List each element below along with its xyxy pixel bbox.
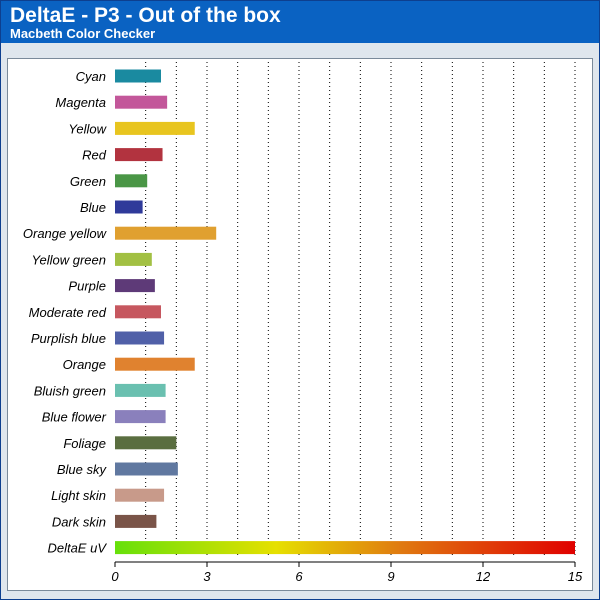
category-labels: Cyan Magenta Yellow Red Green Blue Orange yell… — [23, 69, 108, 556]
bar-foliage — [115, 436, 177, 450]
x-tick-label: 9 — [387, 569, 394, 584]
category-label: Bluish green — [34, 383, 106, 398]
bar-purplish-blue — [115, 331, 165, 345]
category-label: Foliage — [63, 436, 106, 451]
bar-blue-flower — [115, 410, 166, 424]
x-tick-label: 3 — [203, 569, 211, 584]
bar-yellow-green — [115, 252, 152, 266]
bar-cyan — [115, 69, 161, 83]
bar-orange — [115, 357, 195, 371]
category-label: Purple — [68, 279, 106, 294]
bars — [115, 69, 575, 555]
bar-red — [115, 148, 163, 162]
bar-blue — [115, 200, 143, 214]
category-label: Green — [70, 174, 106, 189]
x-tick-label: 0 — [111, 569, 119, 584]
chart-title: DeltaE - P3 - Out of the box — [10, 4, 281, 27]
category-label: Red — [82, 148, 107, 163]
bar-orange-yellow — [115, 226, 217, 240]
category-label: Dark skin — [52, 514, 106, 529]
category-label: Purplish blue — [31, 331, 106, 346]
category-label: Cyan — [76, 69, 106, 84]
bar-moderate-red — [115, 305, 161, 319]
category-label: Magenta — [55, 95, 106, 110]
category-label: Blue flower — [42, 410, 107, 425]
category-label: Blue — [80, 200, 106, 215]
bar-light-skin — [115, 488, 165, 502]
chart-subtitle: Macbeth Color Checker — [10, 26, 156, 41]
bar-dark-skin — [115, 514, 157, 528]
bar-bluish-green — [115, 383, 166, 397]
x-tick-label: 12 — [476, 569, 491, 584]
category-label: DeltaE uV — [47, 541, 107, 556]
category-label: Yellow — [68, 121, 107, 136]
category-label: Moderate red — [29, 305, 107, 320]
bar-purple — [115, 279, 155, 293]
x-tick-label: 15 — [568, 569, 583, 584]
bar-yellow — [115, 121, 195, 135]
bar-magenta — [115, 95, 168, 109]
grid-lines — [145, 62, 576, 556]
category-label: Light skin — [51, 488, 106, 503]
plot-panel — [7, 58, 593, 591]
x-tick-label: 6 — [295, 569, 303, 584]
category-label: Yellow green — [32, 252, 106, 267]
bar-green — [115, 174, 148, 188]
chart-header: DeltaE - P3 - Out of the box Macbeth Col… — [1, 1, 599, 43]
bar-blue-sky — [115, 462, 178, 476]
category-label: Orange yellow — [23, 226, 108, 241]
x-axis: 0 3 6 9 12 15 — [111, 561, 583, 584]
category-label: Orange — [63, 357, 106, 372]
bar-deltae-uv — [115, 541, 575, 555]
category-label: Blue sky — [57, 462, 108, 477]
